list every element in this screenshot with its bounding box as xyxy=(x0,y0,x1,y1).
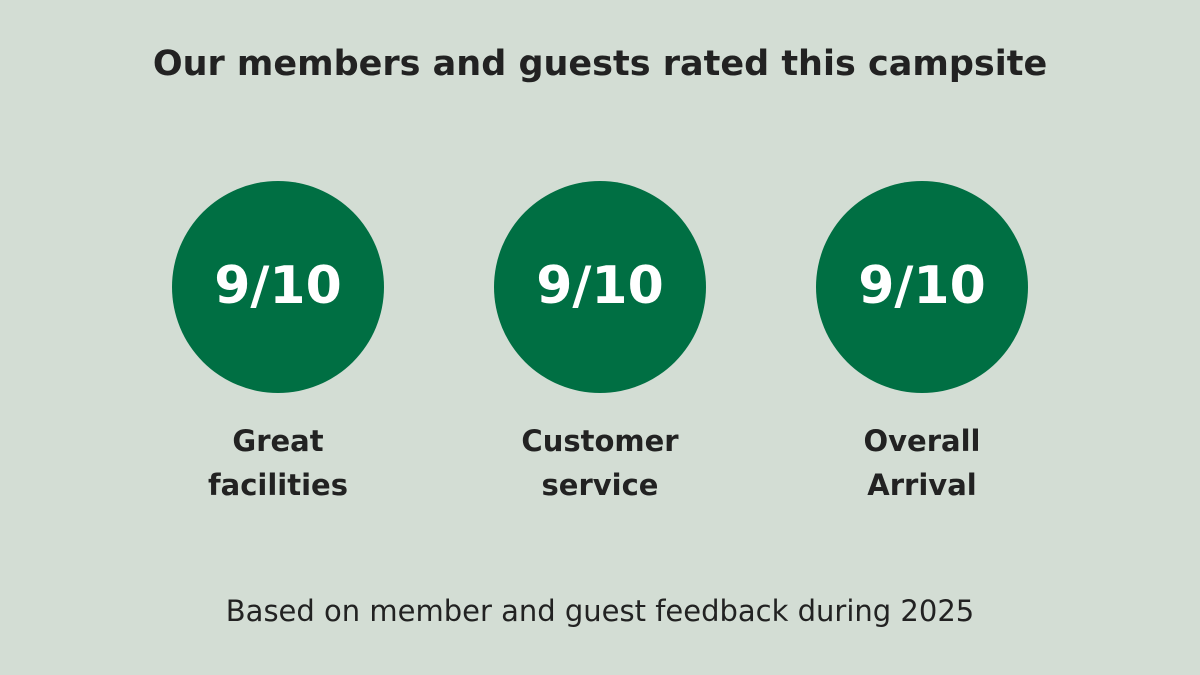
rating-label: service xyxy=(542,468,659,502)
rating-label: Customer xyxy=(521,424,679,458)
rating-circle xyxy=(172,181,384,393)
footer-note: Based on member and guest feedback durin… xyxy=(226,594,974,628)
rating-score: 9/10 xyxy=(858,256,986,316)
rating-label: facilities xyxy=(208,468,348,502)
rating-circle xyxy=(816,181,1028,393)
rating-score: 9/10 xyxy=(214,256,342,316)
rating-label: Arrival xyxy=(867,468,976,502)
rating-score: 9/10 xyxy=(536,256,664,316)
rating-label: Great xyxy=(232,424,323,458)
rating-circle xyxy=(494,181,706,393)
title: Our members and guests rated this campsi… xyxy=(153,44,1047,84)
rating-label: Overall xyxy=(864,424,981,458)
